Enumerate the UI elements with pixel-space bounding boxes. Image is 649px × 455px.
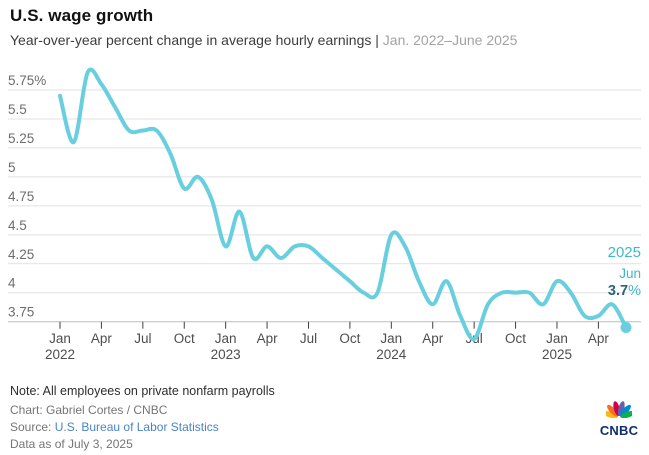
svg-text:Jun: Jun (619, 266, 641, 281)
chart-credit: Chart: Gabriel Cortes / CNBC (10, 403, 168, 417)
svg-text:2025: 2025 (608, 244, 641, 261)
svg-text:5.25: 5.25 (8, 131, 34, 146)
svg-text:Jul: Jul (300, 331, 317, 346)
svg-text:5.5: 5.5 (8, 102, 27, 117)
page-title: U.S. wage growth (10, 6, 154, 25)
x-axis-ticks (59, 321, 599, 329)
svg-text:2023: 2023 (211, 347, 241, 362)
subtitle-description: Year-over-year percent change in average… (10, 32, 372, 48)
svg-text:Jul: Jul (134, 331, 151, 346)
nbc-peacock-icon (602, 401, 636, 419)
wage-growth-series-line (58, 67, 628, 342)
svg-text:Jan: Jan (215, 331, 237, 346)
svg-text:3.7%: 3.7% (608, 283, 641, 299)
svg-text:Apr: Apr (91, 331, 113, 346)
svg-text:Oct: Oct (505, 331, 526, 346)
peacock-feather (602, 411, 618, 419)
end-point-marker (620, 321, 632, 333)
svg-text:3.75: 3.75 (8, 305, 34, 320)
source-link[interactable]: U.S. Bureau of Labor Statistics (54, 420, 219, 434)
svg-text:2022: 2022 (45, 347, 75, 362)
peacock-feather (607, 404, 619, 417)
latest-value-label: 2025 Jun 3.7% (608, 244, 641, 299)
svg-text:Jan: Jan (546, 331, 568, 346)
svg-text:5: 5 (8, 160, 16, 175)
source-label: Source: (10, 420, 55, 434)
subtitle-separator: | (371, 32, 383, 48)
subtitle-date-range: Jan. 2022–June 2025 (382, 32, 518, 48)
svg-text:Apr: Apr (588, 331, 610, 346)
svg-text:4.25: 4.25 (8, 247, 34, 262)
cnbc-logo: CNBC (598, 400, 640, 438)
gridlines (8, 89, 641, 323)
chart-subtitle: Year-over-year percent change in average… (10, 32, 517, 48)
svg-text:Apr: Apr (257, 331, 279, 346)
svg-text:2025: 2025 (542, 347, 572, 362)
svg-text:Oct: Oct (174, 331, 195, 346)
chart-note: Note: All employees on private nonfarm p… (10, 384, 275, 398)
svg-text:4: 4 (8, 276, 16, 291)
svg-text:Apr: Apr (422, 331, 444, 346)
svg-text:5.75%: 5.75% (8, 73, 46, 88)
y-axis-labels: 5.75% 5.5 5.25 5 4.75 4.5 4.25 4 3.75 (8, 73, 46, 320)
svg-text:2024: 2024 (376, 347, 407, 362)
svg-text:Oct: Oct (339, 331, 360, 346)
svg-text:4.75: 4.75 (8, 189, 34, 204)
svg-text:Jan: Jan (49, 331, 71, 346)
cnbc-wordmark: CNBC (599, 423, 639, 438)
svg-text:Jan: Jan (380, 331, 402, 346)
peacock-feather (620, 411, 636, 419)
data-as-of: Data as of July 3, 2025 (10, 437, 133, 451)
chart-source: Source: U.S. Bureau of Labor Statistics (10, 420, 219, 434)
svg-text:4.5: 4.5 (8, 218, 27, 233)
peacock-feather (619, 404, 631, 417)
